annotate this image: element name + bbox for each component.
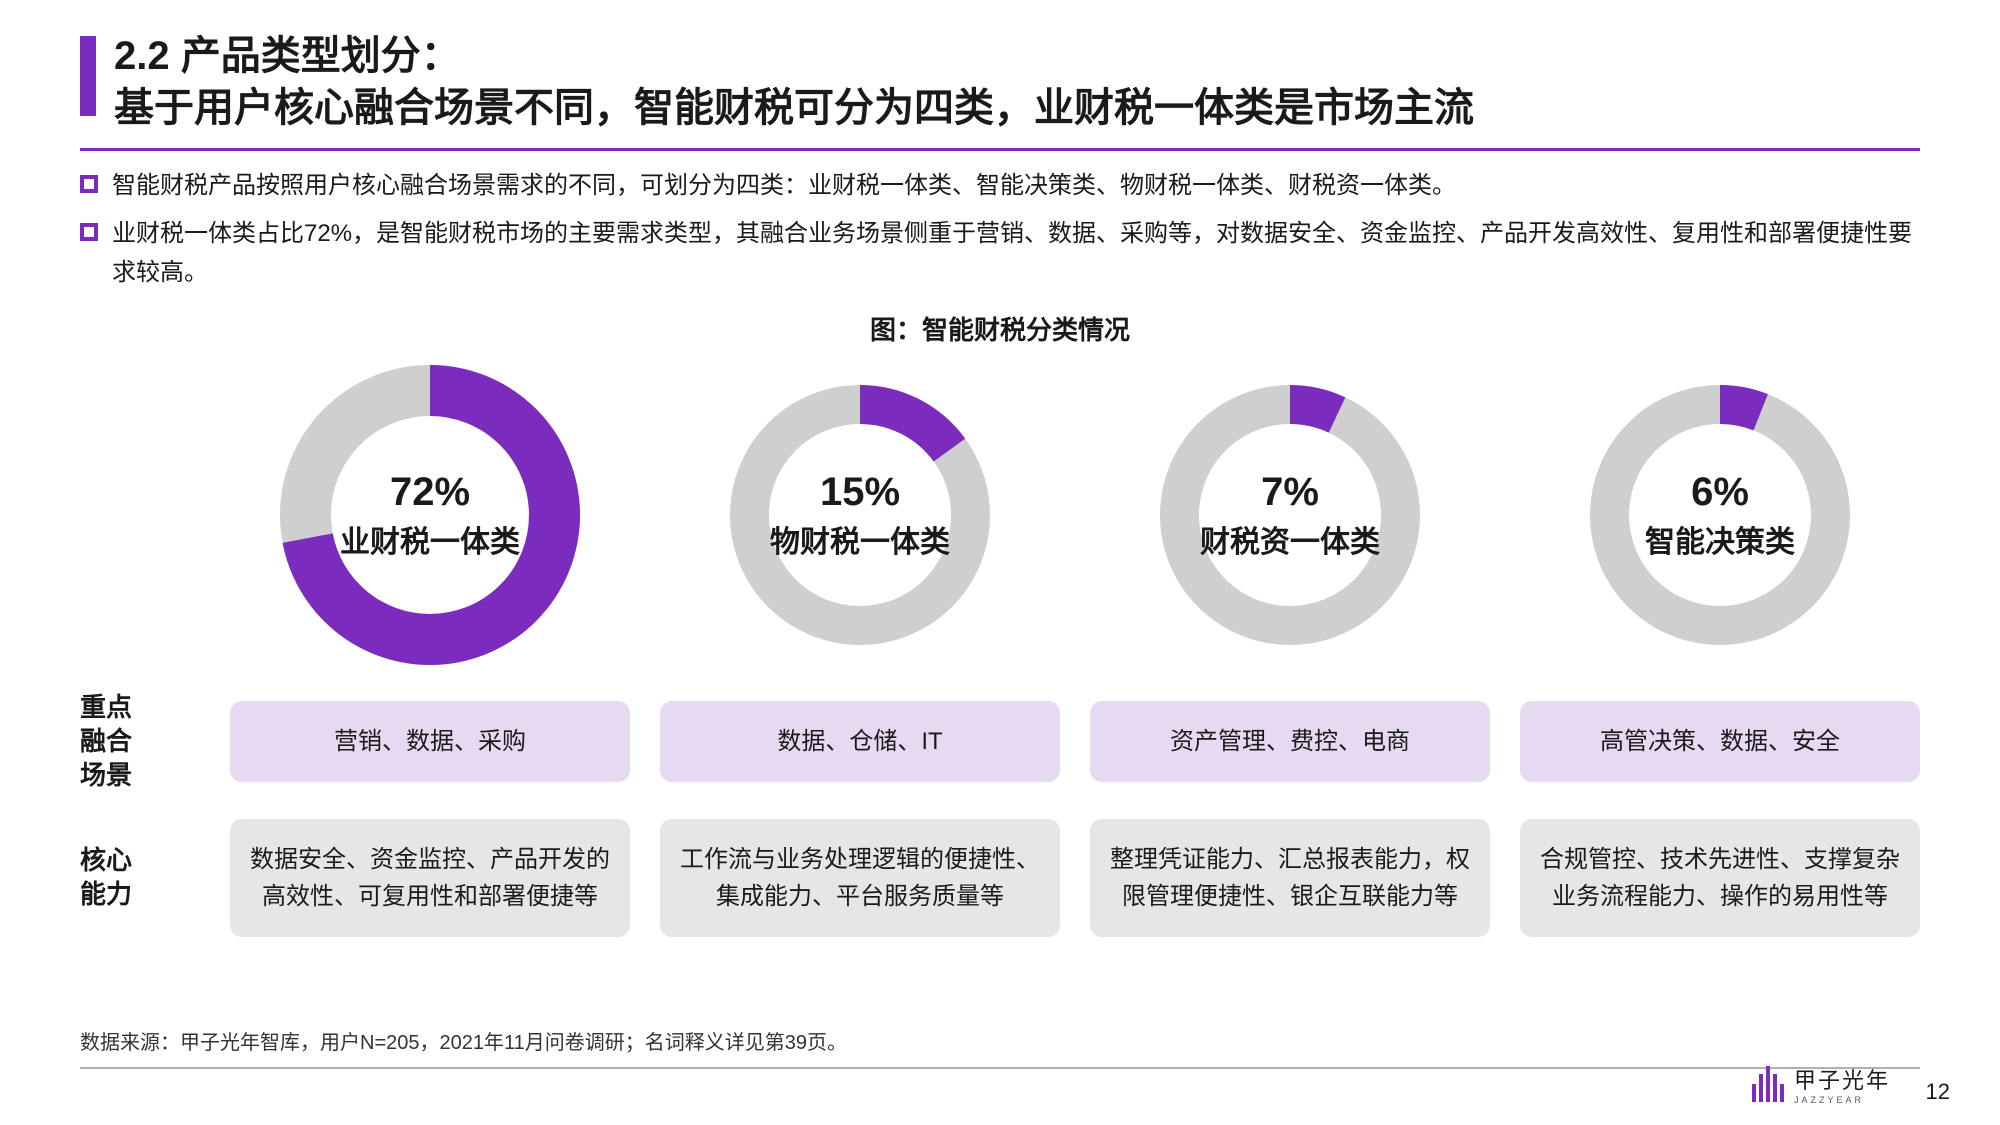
donut-chart: 15% 物财税一体类 bbox=[730, 385, 990, 645]
page-number: 12 bbox=[1926, 1079, 1950, 1105]
brand-sub: JAZZYEAR bbox=[1794, 1095, 1890, 1105]
row-label-scene: 重点融合场景 bbox=[80, 691, 200, 792]
capability-box: 数据安全、资金监控、产品开发的高效性、可复用性和部署便捷等 bbox=[230, 819, 630, 937]
bullet-item: 业财税一体类占比72%，是智能财税市场的主要需求类型，其融合业务场景侧重于营销、… bbox=[80, 215, 1920, 292]
donut-percent: 72% bbox=[390, 470, 470, 515]
scene-box: 资产管理、费控、电商 bbox=[1090, 701, 1490, 782]
donut-label: 财税资一体类 bbox=[1200, 517, 1380, 561]
footer-divider bbox=[80, 1067, 1920, 1069]
brand-bars-icon bbox=[1752, 1066, 1784, 1102]
donut-chart: 6% 智能决策类 bbox=[1590, 385, 1850, 645]
capability-box: 合规管控、技术先进性、支撑复杂业务流程能力、操作的易用性等 bbox=[1520, 819, 1920, 937]
row-label-capability: 核心能力 bbox=[80, 844, 200, 912]
capability-box: 整理凭证能力、汇总报表能力，权限管理便捷性、银企互联能力等 bbox=[1090, 819, 1490, 937]
title-divider bbox=[80, 148, 1920, 151]
title-accent-bar bbox=[80, 36, 96, 116]
donut-percent: 15% bbox=[820, 470, 900, 515]
bullet-list: 智能财税产品按照用户核心融合场景需求的不同，可划分为四类：业财税一体类、智能决策… bbox=[80, 167, 1920, 292]
slide: 2.2 产品类型划分： 基于用户核心融合场景不同，智能财税可分为四类，业财税一体… bbox=[0, 0, 2000, 1125]
scene-box: 营销、数据、采购 bbox=[230, 701, 630, 782]
donut-label: 智能决策类 bbox=[1645, 517, 1795, 561]
brand-name: 甲子光年 bbox=[1794, 1063, 1890, 1095]
section-number: 2.2 产品类型划分： bbox=[114, 30, 1474, 82]
chart-title: 图：智能财税分类情况 bbox=[80, 310, 1920, 347]
donut-label: 物财税一体类 bbox=[770, 517, 950, 561]
bullet-marker-icon bbox=[80, 223, 98, 241]
bullet-marker-icon bbox=[80, 175, 98, 193]
scene-box: 高管决策、数据、安全 bbox=[1520, 701, 1920, 782]
brand-logo: 甲子光年 JAZZYEAR bbox=[1752, 1063, 1890, 1105]
headline: 基于用户核心融合场景不同，智能财税可分为四类，业财税一体类是市场主流 bbox=[114, 82, 1474, 134]
donut-cell: 15% 物财税一体类 bbox=[660, 385, 1060, 645]
capability-box: 工作流与业务处理逻辑的便捷性、集成能力、平台服务质量等 bbox=[660, 819, 1060, 937]
scene-box: 数据、仓储、IT bbox=[660, 701, 1060, 782]
data-source: 数据来源：甲子光年智库，用户N=205，2021年11月问卷调研；名词释义详见第… bbox=[80, 1026, 847, 1055]
bullet-text: 智能财税产品按照用户核心融合场景需求的不同，可划分为四类：业财税一体类、智能决策… bbox=[112, 167, 1456, 205]
bullet-item: 智能财税产品按照用户核心融合场景需求的不同，可划分为四类：业财税一体类、智能决策… bbox=[80, 167, 1920, 205]
donut-cell: 6% 智能决策类 bbox=[1520, 385, 1920, 645]
donut-cell: 7% 财税资一体类 bbox=[1090, 385, 1490, 645]
title-text: 2.2 产品类型划分： 基于用户核心融合场景不同，智能财税可分为四类，业财税一体… bbox=[114, 30, 1474, 134]
donut-percent: 7% bbox=[1261, 470, 1319, 515]
donut-chart: 7% 财税资一体类 bbox=[1160, 385, 1420, 645]
donut-percent: 6% bbox=[1691, 470, 1749, 515]
donut-label: 业财税一体类 bbox=[340, 517, 520, 561]
donut-chart: 72% 业财税一体类 bbox=[280, 365, 580, 665]
bullet-text: 业财税一体类占比72%，是智能财税市场的主要需求类型，其融合业务场景侧重于营销、… bbox=[112, 215, 1920, 292]
title-block: 2.2 产品类型划分： 基于用户核心融合场景不同，智能财税可分为四类，业财税一体… bbox=[80, 30, 1920, 134]
donut-cell: 72% 业财税一体类 bbox=[230, 365, 630, 665]
chart-grid: 72% 业财税一体类 15% 物财税一体类 7% 财税资一体类 bbox=[80, 365, 1920, 937]
